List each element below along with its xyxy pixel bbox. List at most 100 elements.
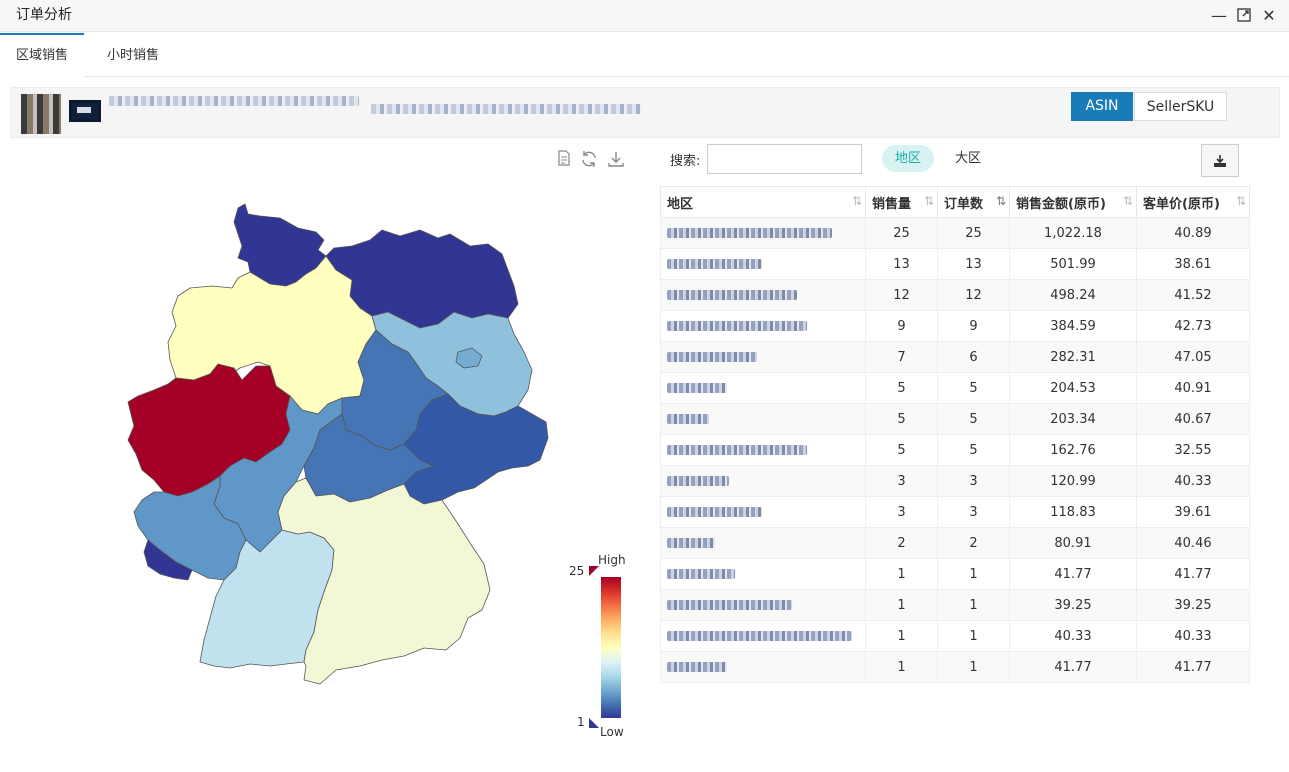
column-header-orders[interactable]: 订单数 ⇅ [937, 186, 1010, 218]
product-image [21, 94, 61, 134]
amount-cell: 203.34 [1009, 403, 1137, 435]
orders-cell: 2 [937, 527, 1010, 559]
region-name-redacted [660, 372, 866, 404]
column-header-region[interactable]: 地区 ⇅ [660, 186, 866, 218]
orders-cell: 3 [937, 496, 1010, 528]
product-strip: ASIN SellerSKU [10, 87, 1280, 138]
quantity-cell: 1 [865, 651, 938, 683]
avg-price-cell: 40.91 [1136, 372, 1250, 404]
sort-icon[interactable]: ⇅ [1122, 194, 1133, 208]
window-title: 订单分析 [16, 7, 72, 23]
legend-max-value: 25 [569, 564, 585, 578]
region-name-redacted [660, 217, 866, 249]
legend-max-handle[interactable] [589, 566, 599, 576]
amount-cell: 40.33 [1009, 620, 1137, 652]
table-row[interactable]: 2 2 80.91 40.46 [660, 527, 1250, 559]
sort-desc-icon[interactable]: ⇅ [995, 194, 1006, 208]
orders-cell: 1 [937, 589, 1010, 621]
search-label: 搜索: [670, 154, 701, 169]
region-name-redacted [660, 527, 866, 559]
region-sales-table: 地区 ⇅ 销售量 ⇅ 订单数 ⇅ 销售金额(原币) ⇅ 客单价(原币) ⇅ 25 25 1,0… [660, 186, 1250, 683]
region-name-redacted [660, 558, 866, 590]
column-header-avg-price[interactable]: 客单价(原币) ⇅ [1136, 186, 1250, 218]
product-image-secondary [69, 100, 101, 122]
amount-cell: 501.99 [1009, 248, 1137, 280]
quantity-cell: 12 [865, 279, 938, 311]
sellersku-button[interactable]: SellerSKU [1134, 92, 1227, 121]
quantity-cell: 25 [865, 217, 938, 249]
tab-region-sales[interactable]: 区域销售 [0, 33, 84, 77]
amount-cell: 204.53 [1009, 372, 1137, 404]
avg-price-cell: 42.73 [1136, 310, 1250, 342]
quantity-cell: 5 [865, 403, 938, 435]
orders-cell: 5 [937, 434, 1010, 466]
avg-price-cell: 40.67 [1136, 403, 1250, 435]
avg-price-cell: 40.46 [1136, 527, 1250, 559]
table-row[interactable]: 1 1 41.77 41.77 [660, 651, 1250, 683]
export-button[interactable] [1201, 144, 1239, 177]
table-row[interactable]: 5 5 162.76 32.55 [660, 434, 1250, 466]
quantity-cell: 1 [865, 558, 938, 590]
quantity-cell: 2 [865, 527, 938, 559]
refresh-icon[interactable] [580, 150, 598, 168]
map-region [143, 539, 193, 581]
orders-cell: 1 [937, 558, 1010, 590]
column-header-amount[interactable]: 销售金额(原币) ⇅ [1009, 186, 1137, 218]
sort-icon[interactable]: ⇅ [1235, 194, 1246, 208]
orders-cell: 3 [937, 465, 1010, 497]
table-row[interactable]: 7 6 282.31 47.05 [660, 341, 1250, 373]
maximize-icon[interactable] [1234, 5, 1254, 25]
amount-cell: 282.31 [1009, 341, 1137, 373]
table-row[interactable]: 3 3 118.83 39.61 [660, 496, 1250, 528]
download-icon[interactable] [607, 150, 625, 168]
avg-price-cell: 41.52 [1136, 279, 1250, 311]
asin-button[interactable]: ASIN [1071, 92, 1133, 121]
quantity-cell: 1 [865, 589, 938, 621]
region-name-redacted [660, 434, 866, 466]
table-row[interactable]: 1 1 41.77 41.77 [660, 558, 1250, 590]
orders-cell: 25 [937, 217, 1010, 249]
tab-hourly-sales[interactable]: 小时销售 [106, 48, 159, 63]
avg-price-cell: 41.77 [1136, 558, 1250, 590]
amount-cell: 384.59 [1009, 310, 1137, 342]
legend-min-value: 1 [577, 715, 585, 729]
minimize-icon[interactable]: — [1211, 5, 1227, 25]
file-icon[interactable] [555, 150, 573, 168]
orders-cell: 6 [937, 341, 1010, 373]
region-name-redacted [660, 248, 866, 280]
avg-price-cell: 40.33 [1136, 620, 1250, 652]
avg-price-cell: 39.25 [1136, 589, 1250, 621]
bigregion-toggle-button[interactable]: 大区 [954, 151, 981, 166]
table-row[interactable]: 25 25 1,022.18 40.89 [660, 217, 1250, 249]
table-row[interactable]: 13 13 501.99 38.61 [660, 248, 1250, 280]
orders-cell: 13 [937, 248, 1010, 280]
legend-color-bar[interactable] [601, 577, 621, 718]
close-icon[interactable]: ✕ [1262, 5, 1276, 25]
region-toggle-button[interactable]: 地区 [882, 145, 934, 172]
sort-icon[interactable]: ⇅ [923, 194, 934, 208]
table-row[interactable]: 9 9 384.59 42.73 [660, 310, 1250, 342]
germany-sales-map[interactable] [120, 200, 560, 690]
region-name-redacted [660, 496, 866, 528]
region-name-redacted [660, 620, 866, 652]
table-row[interactable]: 3 3 120.99 40.33 [660, 465, 1250, 497]
table-row[interactable]: 12 12 498.24 41.52 [660, 279, 1250, 311]
quantity-cell: 13 [865, 248, 938, 280]
orders-cell: 9 [937, 310, 1010, 342]
orders-cell: 1 [937, 620, 1010, 652]
table-row[interactable]: 1 1 39.25 39.25 [660, 589, 1250, 621]
window-titlebar: 订单分析 — ✕ [0, 0, 1289, 32]
legend-low-label: Low [600, 725, 624, 739]
search-input[interactable] [707, 144, 862, 174]
table-row[interactable]: 5 5 204.53 40.91 [660, 372, 1250, 404]
region-name-redacted [660, 465, 866, 497]
table-row[interactable]: 1 1 40.33 40.33 [660, 620, 1250, 652]
orders-cell: 12 [937, 279, 1010, 311]
legend-min-handle[interactable] [589, 718, 599, 728]
quantity-cell: 5 [865, 434, 938, 466]
map-region [403, 393, 549, 505]
column-header-quantity[interactable]: 销售量 ⇅ [865, 186, 938, 218]
sort-icon[interactable]: ⇅ [851, 194, 862, 208]
table-row[interactable]: 5 5 203.34 40.67 [660, 403, 1250, 435]
quantity-cell: 9 [865, 310, 938, 342]
